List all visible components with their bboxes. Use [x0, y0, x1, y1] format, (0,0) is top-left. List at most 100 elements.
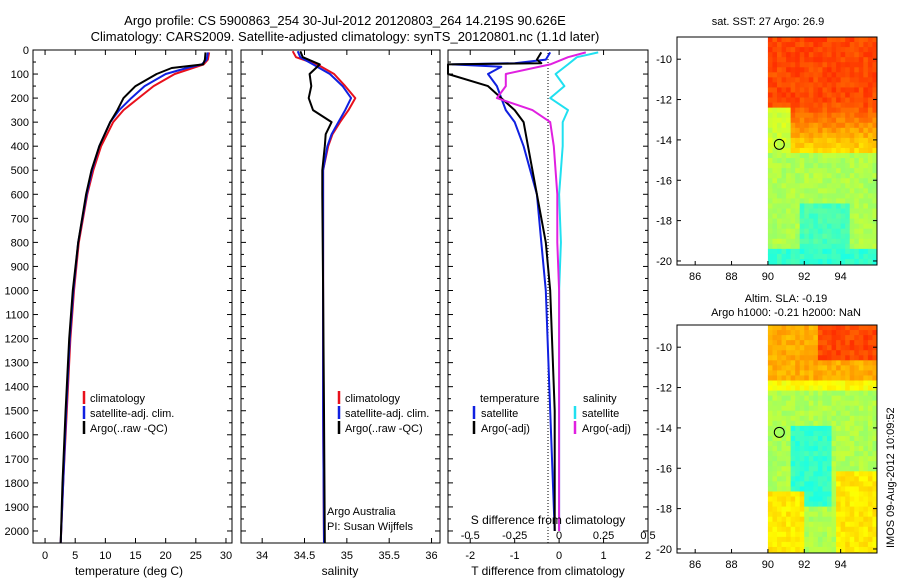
heatmap-cell — [840, 258, 846, 265]
heatmap-cell — [858, 82, 864, 88]
heatmap-cell — [767, 238, 773, 245]
heatmap-cell — [845, 531, 851, 538]
heatmap-cell — [858, 47, 864, 53]
heatmap-cell — [822, 183, 828, 189]
heatmap-cell — [799, 536, 805, 543]
heatmap-cell — [872, 430, 878, 437]
heatmap-cell — [790, 47, 796, 53]
heatmap-cell — [827, 365, 832, 371]
heatmap-cell — [831, 243, 837, 250]
heatmap-cell — [858, 476, 864, 482]
heatmap-cell — [813, 52, 819, 58]
heatmap-cell — [790, 360, 796, 366]
heatmap-cell — [858, 142, 864, 149]
heatmap-cell — [858, 451, 864, 457]
heatmap-cell — [822, 97, 828, 103]
heatmap-cell — [799, 163, 805, 169]
legend-label-climatology: climatology — [90, 393, 146, 405]
heatmap-cell — [804, 441, 810, 447]
heatmap-cell — [767, 193, 773, 199]
t-difference-xlabel: T difference from climatology — [471, 564, 625, 578]
heatmap-cell — [827, 400, 832, 407]
heatmap-cell — [786, 112, 792, 119]
heatmap-cell — [781, 496, 787, 502]
heatmap-cell — [799, 62, 805, 68]
heatmap-cell — [817, 132, 823, 139]
heatmap-cell — [813, 370, 819, 376]
heatmap-cell — [795, 476, 801, 482]
heatmap-cell — [804, 365, 810, 371]
heatmap-cell — [772, 415, 778, 422]
heatmap-cell — [808, 430, 814, 437]
heatmap-cell — [808, 248, 814, 255]
heatmap-cell — [840, 415, 846, 422]
heatmap-cell — [858, 330, 864, 336]
heatmap-cell — [777, 446, 782, 452]
heatmap-cell — [831, 420, 837, 427]
heatmap-cell — [831, 122, 837, 129]
heatmap-cell — [849, 153, 855, 159]
depth-tick-label: 1800 — [5, 478, 29, 490]
heatmap-cell — [872, 546, 878, 553]
x-tick-label: 5 — [72, 550, 78, 562]
heatmap-cell — [836, 198, 842, 204]
heatmap-cell — [849, 546, 855, 553]
heatmap-cell — [781, 501, 787, 507]
heatmap-cell — [786, 435, 792, 442]
s-difference-xlabel: S difference from climatology — [471, 513, 626, 527]
heatmap-cell — [827, 193, 832, 199]
heatmap-cell — [822, 466, 828, 472]
heatmap-cell — [817, 345, 823, 351]
heatmap-cell — [790, 163, 796, 169]
heatmap-cell — [772, 375, 778, 381]
heatmap-cell — [767, 451, 773, 457]
heatmap-cell — [845, 425, 851, 432]
heatmap-cell — [790, 546, 796, 553]
sla-map-title-line1: Altim. SLA: -0.19 — [745, 293, 828, 305]
heatmap-cell — [781, 203, 787, 209]
heatmap-cell — [827, 228, 832, 235]
heatmap-cell — [790, 350, 796, 356]
heatmap-cell — [804, 335, 810, 341]
t-diff-argo-line — [447, 51, 556, 531]
heatmap-cell — [777, 117, 782, 124]
heatmap-cell — [831, 238, 837, 245]
heatmap-cell — [777, 82, 782, 88]
heatmap-cell — [786, 466, 792, 472]
heatmap-cell — [804, 501, 810, 507]
heatmap-cell — [790, 132, 796, 139]
heatmap-cell — [777, 208, 782, 214]
x-tick-label: 15 — [129, 550, 141, 562]
heatmap-cell — [840, 87, 846, 93]
heatmap-cell — [822, 72, 828, 78]
heatmap-cell — [790, 481, 796, 487]
heatmap-cell — [790, 173, 796, 179]
heatmap-cell — [845, 72, 851, 78]
heatmap-cell — [845, 360, 851, 366]
heatmap-cell — [827, 67, 832, 73]
heatmap-cell — [804, 516, 810, 523]
heatmap-cell — [863, 430, 869, 437]
heatmap-cell — [777, 87, 782, 93]
heatmap-cell — [863, 52, 869, 58]
heatmap-cell — [808, 62, 814, 68]
legend-label-s-satellite: satellite — [582, 408, 619, 420]
heatmap-cell — [795, 137, 801, 144]
heatmap-cell — [813, 258, 819, 265]
heatmap-cell — [786, 380, 792, 386]
heatmap-cell — [872, 355, 878, 361]
heatmap-cell — [804, 168, 810, 174]
heatmap-cell — [854, 258, 860, 265]
heatmap-cell — [808, 410, 814, 417]
heatmap-cell — [831, 496, 837, 502]
heatmap-cell — [817, 441, 823, 447]
heatmap-cell — [817, 521, 823, 528]
heatmap-cell — [777, 531, 782, 538]
heatmap-cell — [786, 400, 792, 407]
heatmap-cell — [836, 365, 842, 371]
heatmap-cell — [858, 430, 864, 437]
heatmap-cell — [772, 531, 778, 538]
temperature-xlabel: temperature (deg C) — [75, 564, 183, 578]
heatmap-cell — [849, 137, 855, 144]
heatmap-cell — [777, 42, 782, 48]
